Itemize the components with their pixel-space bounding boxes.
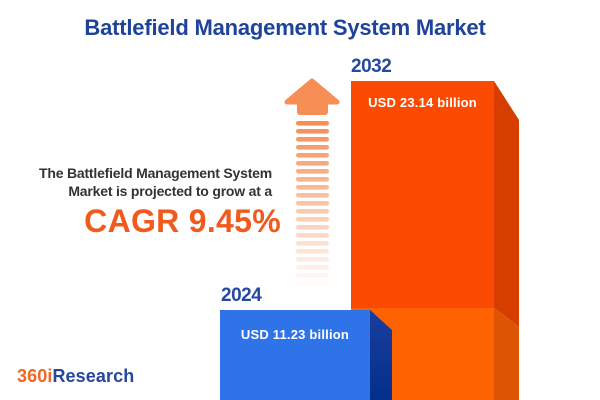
bar-value-2024: USD 11.23 billion xyxy=(240,327,350,342)
bar-2024-side xyxy=(370,310,392,400)
annotation-line-1: The Battlefield Management System xyxy=(38,165,272,181)
chart-title: Battlefield Management System Market xyxy=(84,15,486,40)
bar-2032-side-lower xyxy=(494,308,519,400)
year-label-2032: 2032 xyxy=(351,56,392,77)
arrow-dash xyxy=(296,161,329,166)
arrow-dash xyxy=(296,193,329,198)
arrow-dash xyxy=(296,129,329,134)
arrow-dash xyxy=(296,273,329,278)
annotation-line-2: Market is projected to grow at a xyxy=(68,183,272,199)
growth-arrow-icon xyxy=(284,78,340,286)
bar-2024 xyxy=(220,310,392,400)
arrow-dash xyxy=(296,281,329,286)
arrow-dash xyxy=(296,185,329,190)
arrow-dash xyxy=(296,257,329,262)
arrow-dash xyxy=(296,201,329,206)
arrow-dash xyxy=(296,169,329,174)
arrow-dash xyxy=(296,217,329,222)
cagr-value: CAGR 9.45% xyxy=(84,203,281,239)
arrow-dash xyxy=(296,233,329,238)
arrow-dash xyxy=(296,225,329,230)
arrow-dash xyxy=(296,265,329,270)
arrow-dash xyxy=(296,177,329,182)
year-label-2024: 2024 xyxy=(221,285,262,306)
logo-prefix: 360i xyxy=(17,366,53,386)
arrow-dash xyxy=(296,137,329,142)
bar-2024-front xyxy=(220,310,370,400)
arrow-dash xyxy=(296,209,329,214)
bar-2032-front-upper xyxy=(351,81,494,308)
bar-2032-side-upper xyxy=(494,81,519,327)
arrow-dash xyxy=(296,153,329,158)
brand-logo: 360iResearch xyxy=(17,366,134,387)
arrow-fading-dashes xyxy=(296,121,329,286)
arrow-dash xyxy=(296,121,329,126)
logo-suffix: Research xyxy=(52,366,135,386)
arrow-neck xyxy=(297,94,328,115)
arrow-dash xyxy=(296,249,329,254)
bar-value-2032: USD 23.14 billion xyxy=(368,95,477,110)
arrow-dash xyxy=(296,241,329,246)
growth-annotation: The Battlefield Management System Market… xyxy=(0,164,281,238)
arrow-dash xyxy=(296,145,329,150)
bar-2032 xyxy=(351,81,519,400)
